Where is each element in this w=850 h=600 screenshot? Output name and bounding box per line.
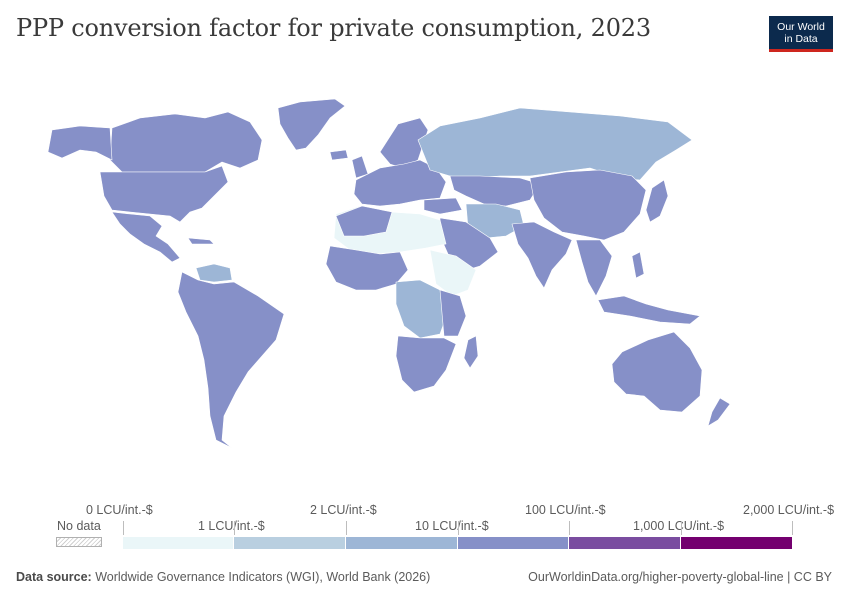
region-iceland[interactable]	[329, 149, 349, 161]
region-russia[interactable]	[417, 107, 693, 181]
data-source-label: Data source:	[16, 570, 92, 584]
legend-label-0: 0 LCU/int.-$	[86, 503, 153, 517]
legend-tick	[569, 521, 570, 535]
region-maghreb[interactable]	[335, 205, 393, 237]
legend-label-2000: 2,000 LCU/int.-$	[743, 503, 835, 517]
legend-label-1000: 1,000 LCU/int.-$	[633, 519, 725, 533]
region-horn-africa[interactable]	[429, 249, 477, 297]
data-source-text: Worldwide Governance Indicators (WGI), W…	[95, 570, 431, 584]
legend-bin-2-10[interactable]	[346, 537, 458, 549]
legend-bin-100-1000[interactable]	[569, 537, 681, 549]
region-greenland[interactable]	[277, 98, 346, 151]
world-map[interactable]	[0, 90, 850, 460]
legend-tick	[681, 521, 682, 535]
legend-bin-0-1[interactable]	[123, 537, 234, 549]
legend-label-100: 100 LCU/int.-$	[525, 503, 606, 517]
legend-color-bar	[123, 537, 792, 549]
source-url-link[interactable]: OurWorldinData.org/higher-poverty-global…	[528, 570, 832, 584]
region-venezuela-guyana[interactable]	[195, 263, 233, 283]
legend-no-data-swatch[interactable]	[56, 537, 102, 547]
region-central-asia[interactable]	[449, 175, 541, 207]
legend-label-1: 1 LCU/int.-$	[198, 519, 265, 533]
region-usa[interactable]	[99, 165, 229, 223]
data-source: Data source: Worldwide Governance Indica…	[16, 570, 430, 584]
region-madagascar[interactable]	[463, 335, 479, 369]
logo-line-2: in Data	[784, 32, 818, 45]
legend-bin-1000-2000[interactable]	[681, 537, 792, 549]
legend-label-10: 10 LCU/int.-$	[415, 519, 489, 533]
region-philippines[interactable]	[631, 251, 645, 279]
legend-tick	[458, 521, 459, 535]
region-indonesia[interactable]	[597, 295, 701, 325]
region-caribbean[interactable]	[187, 237, 215, 245]
legend-bin-10-100[interactable]	[458, 537, 569, 549]
legend-bin-1-2[interactable]	[234, 537, 346, 549]
region-east-africa[interactable]	[439, 289, 467, 337]
legend-tick	[123, 521, 124, 535]
legend-tick	[792, 521, 793, 535]
region-china[interactable]	[529, 169, 647, 241]
region-alaska[interactable]	[47, 125, 113, 161]
region-se-asia[interactable]	[575, 239, 613, 297]
region-canada[interactable]	[109, 111, 263, 173]
region-australia[interactable]	[611, 331, 703, 413]
legend-tick	[234, 521, 235, 535]
region-new-zealand[interactable]	[707, 397, 731, 427]
region-south-america[interactable]	[177, 271, 285, 449]
logo-line-1: Our World	[777, 20, 825, 33]
region-india[interactable]	[511, 221, 573, 289]
region-uk[interactable]	[351, 155, 369, 179]
region-turkey[interactable]	[423, 197, 463, 215]
owid-logo[interactable]: Our World in Data	[769, 16, 833, 52]
legend-label-2: 2 LCU/int.-$	[310, 503, 377, 517]
region-southern-africa[interactable]	[395, 335, 457, 393]
region-europe[interactable]	[353, 159, 447, 207]
region-japan[interactable]	[645, 179, 669, 223]
region-central-africa[interactable]	[395, 279, 449, 339]
legend-tick	[346, 521, 347, 535]
region-mexico[interactable]	[111, 211, 181, 263]
legend-no-data-label: No data	[57, 519, 101, 533]
chart-title: PPP conversion factor for private consum…	[16, 14, 651, 42]
